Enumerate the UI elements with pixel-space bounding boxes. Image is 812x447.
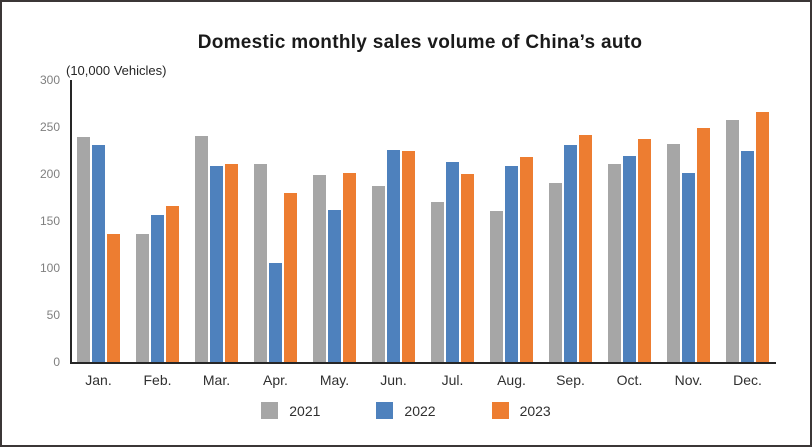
bar-2023-nov [697, 127, 710, 362]
bar-2021-jul [431, 202, 444, 362]
bar-2022-jan [92, 144, 105, 362]
bar-group-oct: Oct. [608, 80, 651, 388]
bar-2022-dec [741, 151, 754, 362]
bar-group-jun: Jun. [372, 80, 415, 388]
bar-2023-dec [756, 111, 769, 362]
bar-groups: Jan. Feb. Mar. Apr. May. Jun. Jul. Aug. Sep. Oct.… [72, 80, 776, 388]
x-tick-label-nov: Nov. [674, 372, 703, 388]
x-tick-label-dec: Dec. [733, 372, 762, 388]
bar-2022-sep [564, 144, 577, 362]
bar-2023-mar [225, 163, 238, 362]
bar-2022-oct [623, 156, 636, 362]
bar-2021-jun [372, 186, 385, 362]
bar-2021-aug [490, 210, 503, 362]
bar-2023-jun [402, 150, 415, 362]
chart-title: Domestic monthly sales volume of China’s… [197, 32, 643, 53]
y-tick-label-0: 0 [53, 355, 60, 369]
bar-2022-may [328, 209, 341, 362]
bar-2022-jul [446, 161, 459, 362]
y-tick-label-100: 100 [39, 261, 60, 275]
bar-group-apr: Apr. [254, 80, 297, 388]
legend-label-2022: 2022 [404, 402, 436, 419]
x-tick-label-oct: Oct. [616, 372, 643, 388]
bar-2023-oct [638, 139, 651, 362]
x-tick-label-jun: Jun. [380, 372, 407, 388]
y-tick-label-200: 200 [39, 167, 60, 181]
bar-2022-aug [505, 166, 518, 362]
legend-swatch-2022 [376, 402, 394, 419]
legend-swatch-2023 [491, 402, 509, 419]
bar-2021-jan [77, 137, 90, 362]
bar-group-nov: Nov. [667, 80, 710, 388]
x-tick-label-feb: Feb. [143, 372, 172, 388]
x-tick-label-apr: Apr. [263, 372, 288, 388]
bar-group-jan: Jan. [77, 80, 120, 388]
legend-label-2023: 2023 [519, 402, 551, 419]
bar-2023-aug [520, 157, 533, 362]
bar-2021-may [313, 174, 326, 362]
bar-group-feb: Feb. [136, 80, 179, 388]
bar-2023-feb [166, 205, 179, 362]
x-tick-label-may: May. [319, 372, 350, 388]
bar-group-aug: Aug. [490, 80, 533, 388]
legend: 2021 2022 2023 [2, 402, 810, 419]
y-tick-label-300: 300 [39, 73, 60, 87]
bar-2022-nov [682, 173, 695, 362]
legend-label-2021: 2021 [289, 402, 321, 419]
bar-group-jul: Jul. [431, 80, 474, 388]
bar-2022-apr [269, 263, 282, 362]
bar-group-mar: Mar. [195, 80, 238, 388]
bar-2021-nov [667, 143, 680, 362]
bar-2021-sep [549, 183, 562, 362]
y-tick-label-250: 250 [39, 120, 60, 134]
bar-2022-feb [151, 215, 164, 362]
bar-2021-apr [254, 163, 267, 362]
legend-item-2023: 2023 [491, 402, 551, 419]
bar-2021-mar [195, 136, 208, 362]
bar-group-sep: Sep. [549, 80, 592, 388]
bar-2023-jul [461, 174, 474, 362]
y-tick-label-50: 50 [46, 308, 60, 322]
bar-2023-apr [284, 192, 297, 362]
bar-2021-feb [136, 234, 149, 362]
x-tick-label-aug: Aug. [497, 372, 526, 388]
bar-2021-dec [726, 120, 739, 362]
bar-2023-jan [107, 234, 120, 362]
y-axis-units-label: (10,000 Vehicles) [66, 63, 167, 78]
x-tick-label-jan: Jan. [85, 372, 112, 388]
x-tick-label-sep: Sep. [556, 372, 585, 388]
legend-swatch-2021 [261, 402, 279, 419]
legend-item-2022: 2022 [376, 402, 436, 419]
bar-group-may: May. [313, 80, 356, 388]
plot-area: Jan. Feb. Mar. Apr. May. Jun. Jul. Aug. Sep. Oct.… [70, 80, 776, 388]
bar-2023-sep [579, 134, 592, 362]
legend-item-2021: 2021 [261, 402, 320, 419]
bar-group-dec: Dec. [726, 80, 769, 388]
bar-2022-mar [210, 166, 223, 362]
bar-2021-oct [608, 163, 621, 362]
y-axis-tick-labels: 0 50 100 150 200 250 300 [2, 73, 60, 369]
bar-2023-may [343, 173, 356, 362]
x-tick-label-mar: Mar. [202, 372, 231, 388]
x-tick-label-jul: Jul. [441, 372, 464, 388]
bar-2022-jun [387, 149, 400, 362]
y-tick-label-150: 150 [39, 214, 60, 228]
